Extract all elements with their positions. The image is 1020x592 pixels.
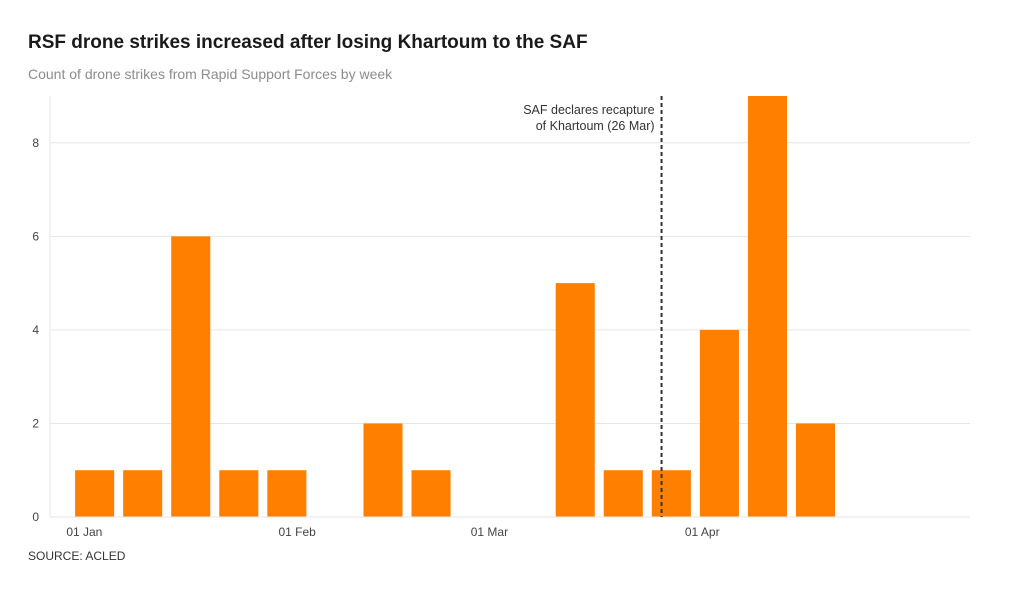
y-tick-label: 6 bbox=[32, 229, 39, 243]
chart-subtitle: Count of drone strikes from Rapid Suppor… bbox=[28, 66, 393, 82]
x-tick-label: 01 Apr bbox=[685, 525, 720, 539]
bar bbox=[171, 236, 211, 518]
annotation-label: SAF declares recapture bbox=[523, 103, 654, 117]
bar bbox=[555, 283, 595, 517]
y-tick-label: 2 bbox=[32, 416, 39, 430]
bar bbox=[363, 423, 403, 517]
bar bbox=[75, 470, 115, 517]
bar bbox=[267, 470, 307, 517]
chart-title: RSF drone strikes increased after losing… bbox=[28, 32, 588, 53]
annotation-label: of Khartoum (26 Mar) bbox=[536, 119, 655, 133]
bars bbox=[75, 96, 836, 518]
x-tick-label: 01 Jan bbox=[66, 525, 102, 539]
annotations: SAF declares recapture of Khartoum (26 Ma… bbox=[523, 96, 663, 517]
x-tick-label: 01 Mar bbox=[471, 525, 508, 539]
y-tick-label: 4 bbox=[32, 323, 39, 337]
source-note: SOURCE: ACLED bbox=[28, 549, 126, 563]
bar bbox=[603, 470, 643, 517]
bar bbox=[123, 470, 163, 517]
y-tick-label: 0 bbox=[32, 510, 39, 524]
bar bbox=[219, 470, 259, 517]
bar bbox=[411, 470, 451, 517]
y-tick-label: 8 bbox=[32, 136, 39, 150]
bar bbox=[699, 329, 739, 517]
x-tick-label: 01 Feb bbox=[278, 525, 316, 539]
bar bbox=[795, 423, 836, 517]
bar bbox=[651, 470, 691, 517]
bar bbox=[747, 96, 787, 517]
axes: 0 2 4 6 8 01 Jan 01 Feb 01 Mar 01 Apr bbox=[32, 96, 970, 539]
